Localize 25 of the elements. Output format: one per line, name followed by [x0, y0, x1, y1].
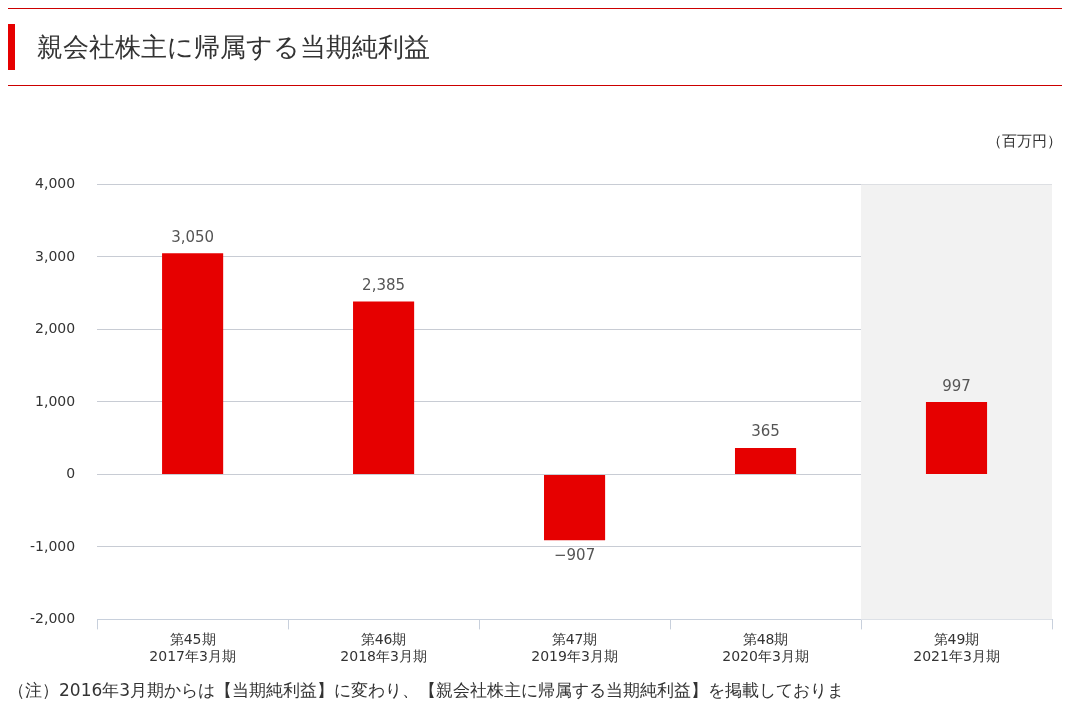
- y-tick-label: 4,000: [35, 175, 76, 192]
- x-tick-label: 第48期 2020年3月期: [722, 631, 809, 665]
- x-tick-label: 第46期 2018年3月期: [340, 631, 427, 665]
- data-label: 3,050: [171, 227, 215, 246]
- bar: [925, 402, 988, 474]
- y-tick-label: 0: [66, 465, 76, 482]
- y-axis-title: （百万円）: [986, 132, 1062, 152]
- bar: [162, 253, 224, 474]
- bar: [544, 474, 606, 541]
- bar: [353, 301, 415, 474]
- y-tick-label: 3,000: [35, 247, 76, 264]
- y-tick-label: -1,000: [29, 537, 76, 554]
- data-label: 365: [751, 422, 780, 441]
- x-tick-label: 第47期 2019年3月期: [531, 631, 618, 665]
- x-tick-label: 第49期 2021年3月期: [913, 631, 1000, 665]
- chart-title: 親会社株主に帰属する当期純利益: [37, 30, 430, 64]
- bar: [734, 447, 797, 474]
- data-label: 2,385: [362, 275, 406, 294]
- x-tick-label: 第45期 2017年3月期: [149, 631, 236, 665]
- text: （注）2016年3月期からは【当期純利益】に変わり、【親会社株主に帰属する当期純利益】を掲載しておりま: [8, 679, 846, 702]
- y-tick-label: 1,000: [35, 392, 76, 409]
- y-tick-label: 2,000: [35, 320, 76, 337]
- data-label: −907: [553, 545, 596, 564]
- data-label: 997: [942, 376, 971, 395]
- y-tick-label: -2,000: [29, 610, 76, 627]
